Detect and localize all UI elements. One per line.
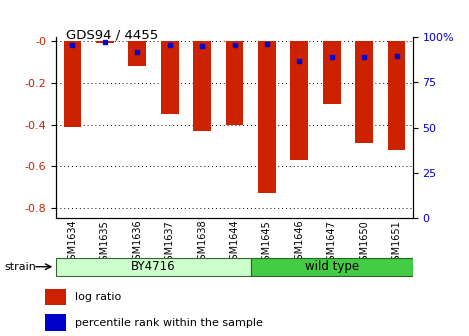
- Bar: [323, 41, 340, 104]
- Text: wild type: wild type: [305, 260, 359, 273]
- Bar: [387, 41, 405, 150]
- Bar: [64, 41, 82, 127]
- Bar: [193, 41, 211, 131]
- Bar: [161, 41, 179, 114]
- Bar: [45, 314, 66, 331]
- Text: log ratio: log ratio: [75, 292, 121, 302]
- Bar: [226, 41, 243, 125]
- Text: GDS94 / 4455: GDS94 / 4455: [66, 29, 158, 42]
- Bar: [355, 41, 373, 143]
- Bar: [290, 41, 308, 160]
- Bar: [96, 41, 114, 43]
- Text: strain: strain: [5, 262, 37, 272]
- Text: percentile rank within the sample: percentile rank within the sample: [75, 318, 263, 328]
- Bar: [258, 41, 276, 194]
- Text: BY4716: BY4716: [131, 260, 176, 273]
- Bar: [251, 258, 413, 276]
- Bar: [129, 41, 146, 66]
- Bar: [56, 258, 251, 276]
- Bar: [45, 289, 66, 305]
